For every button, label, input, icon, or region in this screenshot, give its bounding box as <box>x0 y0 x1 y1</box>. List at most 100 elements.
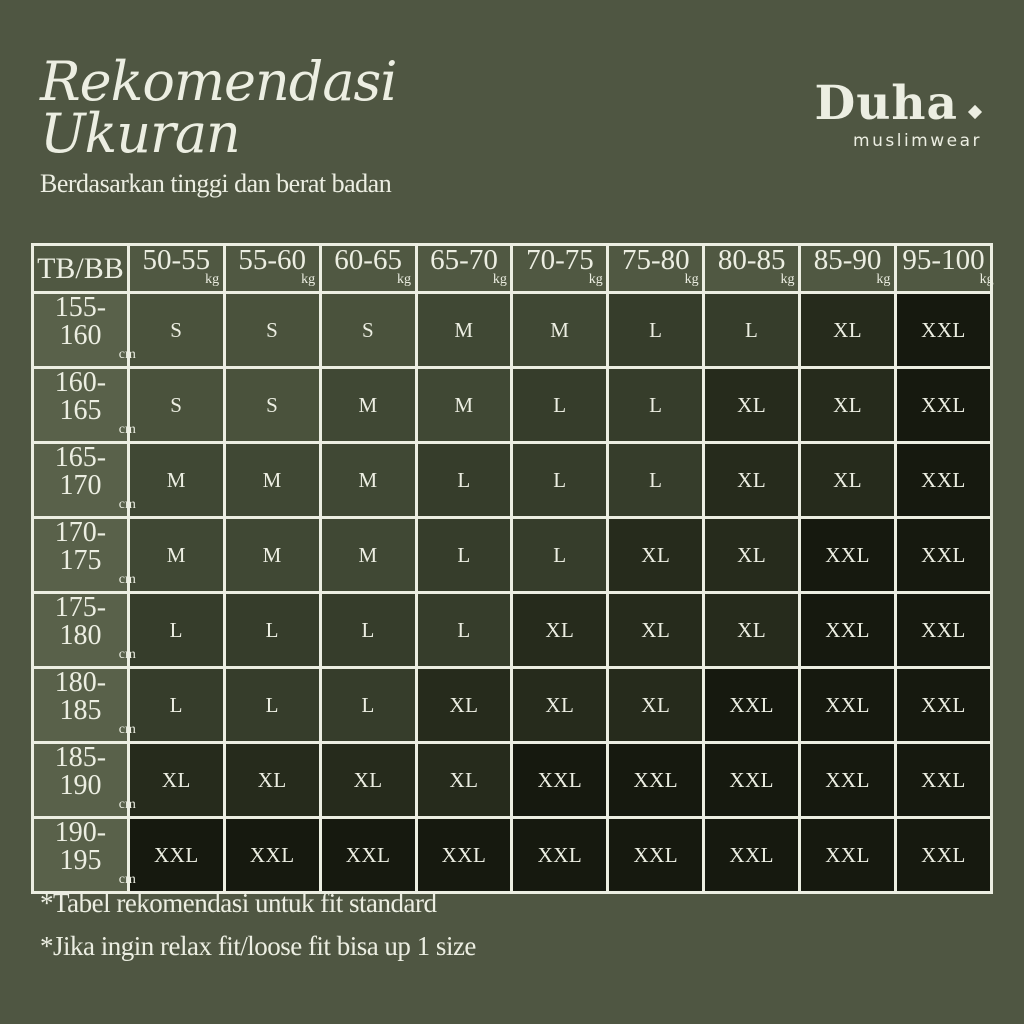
table-head: TB/BB 50-55 kg 55-60 kg 60-65 kg 65-70 kg 70-75 kg… <box>31 243 994 294</box>
size-cell: M <box>414 291 514 369</box>
size-cell: M <box>222 516 322 594</box>
range-wrap: 170-175 cm <box>34 517 136 587</box>
size-cell: XL <box>606 591 706 669</box>
range-unit: kg <box>396 272 411 287</box>
range-value: 60-65 <box>334 244 402 276</box>
height-label-cell: 175-180 cm <box>31 591 136 669</box>
size-cell: L <box>702 291 802 369</box>
range-unit: kg <box>780 272 795 287</box>
range-value: 190-195 <box>54 817 107 876</box>
size-cell: XXL <box>606 816 706 894</box>
weight-header-cell: 50-55 kg <box>126 243 226 294</box>
size-cell: XXL <box>702 741 802 819</box>
size-cell: XL <box>414 666 514 744</box>
range-unit: kg <box>588 272 603 287</box>
size-cell: XXL <box>702 816 802 894</box>
size-cell: L <box>318 591 418 669</box>
range-unit: kg <box>492 272 507 287</box>
size-cell: XL <box>702 591 802 669</box>
size-cell: XXL <box>798 816 898 894</box>
size-cell: L <box>126 591 226 669</box>
weight-header-cell: 60-65 kg <box>318 243 418 294</box>
size-cell: XXL <box>894 591 993 669</box>
table-row: 165-170 cm M M M L L L XL XL XXL <box>31 441 993 519</box>
weight-header-cell: 65-70 kg <box>414 243 514 294</box>
range-value: 80-85 <box>717 244 786 276</box>
size-cell: XL <box>702 441 802 519</box>
range-wrap: 50-55 kg <box>142 244 220 287</box>
height-label-cell: 185-190 cm <box>31 741 136 819</box>
table-row: 185-190 cm XL XL XL XL XXL XXL XXL XXL XXL <box>31 741 993 819</box>
size-cell: L <box>414 591 514 669</box>
size-cell: M <box>318 366 418 444</box>
height-label-cell: 170-175 cm <box>31 516 136 594</box>
brand-name: Duha <box>814 76 958 131</box>
size-cell: XXL <box>798 666 898 744</box>
page-title-line2: Ukuran <box>40 101 241 165</box>
size-cell: XL <box>318 741 418 819</box>
range-value: 175-180 <box>54 592 107 651</box>
range-unit: cm <box>118 647 136 662</box>
height-label-cell: 160-165 cm <box>31 366 136 444</box>
size-cell: XL <box>702 516 802 594</box>
size-cell: XXL <box>510 816 610 894</box>
height-label-cell: 190-195 cm <box>31 816 136 894</box>
size-cell: M <box>222 441 322 519</box>
footnote-relax-fit: *Jika ingin relax fit/loose fit bisa up … <box>40 931 476 962</box>
range-value: 95-100 <box>902 244 985 276</box>
range-unit: cm <box>118 422 136 437</box>
page-title: Rekomendasi Ukuran <box>40 55 398 161</box>
page-subtitle: Berdasarkan tinggi dan berat badan <box>40 168 392 198</box>
size-cell: S <box>318 291 418 369</box>
range-wrap: 185-190 cm <box>34 742 136 812</box>
range-value: 185-190 <box>54 742 107 801</box>
size-cell: XXL <box>606 741 706 819</box>
page-title-line1: Rekomendasi <box>40 50 398 113</box>
weight-header-cell: 80-85 kg <box>702 243 802 294</box>
size-cell: XXL <box>798 516 898 594</box>
range-value: 170-175 <box>54 517 107 576</box>
size-cell: L <box>606 366 706 444</box>
size-cell: S <box>126 291 226 369</box>
brand-name-row: Duha <box>814 80 984 127</box>
size-cell: L <box>126 666 226 744</box>
range-wrap: 85-90 kg <box>814 246 891 287</box>
range-unit: cm <box>118 797 136 812</box>
table-row: 175-180 cm L L L L XL XL XL XXL XXL <box>31 591 993 669</box>
size-cell: XXL <box>894 291 993 369</box>
table-row: 190-195 cm XXL XXL XXL XXL XXL XXL XXL XXL XXL <box>31 816 993 894</box>
size-cell: S <box>222 366 322 444</box>
range-unit: cm <box>118 497 136 512</box>
size-cell: M <box>318 441 418 519</box>
size-cell: L <box>414 441 514 519</box>
weight-header-cell: 85-90 kg <box>798 243 898 294</box>
size-cell: L <box>606 291 706 369</box>
size-cell: XXL <box>894 666 993 744</box>
size-cell: XL <box>510 666 610 744</box>
range-value: 155-160 <box>54 292 107 351</box>
range-value: 75-80 <box>621 244 690 276</box>
size-cell: XXL <box>894 516 993 594</box>
range-value: 50-55 <box>142 244 211 276</box>
range-unit: kg <box>205 272 220 287</box>
weight-header-cell: 75-80 kg <box>606 243 706 294</box>
range-wrap: 55-60 kg <box>238 246 315 287</box>
range-wrap: 95-100 kg <box>902 244 993 287</box>
table-body: 155-160 cm S S S M M L L XL XXL 160-165 cm S S M M L L XL XL… <box>31 291 993 894</box>
size-cell: L <box>414 516 514 594</box>
size-cell: XXL <box>894 366 993 444</box>
table-row: 180-185 cm L L L XL XL XL XXL XXL XXL <box>31 666 993 744</box>
size-cell: XXL <box>222 816 322 894</box>
range-wrap: 80-85 kg <box>717 244 795 287</box>
range-unit: kg <box>301 272 316 287</box>
range-value: 70-75 <box>526 244 594 276</box>
size-cell: XXL <box>414 816 514 894</box>
size-cell: XXL <box>798 741 898 819</box>
size-cell: S <box>126 366 226 444</box>
brand-logo: Duha muslimwear <box>814 80 984 151</box>
weight-header-cell: 70-75 kg <box>510 243 610 294</box>
weight-header-cell: 55-60 kg <box>222 243 322 294</box>
range-unit: kg <box>684 272 699 287</box>
size-cell: L <box>510 516 610 594</box>
size-cell: XL <box>798 366 898 444</box>
